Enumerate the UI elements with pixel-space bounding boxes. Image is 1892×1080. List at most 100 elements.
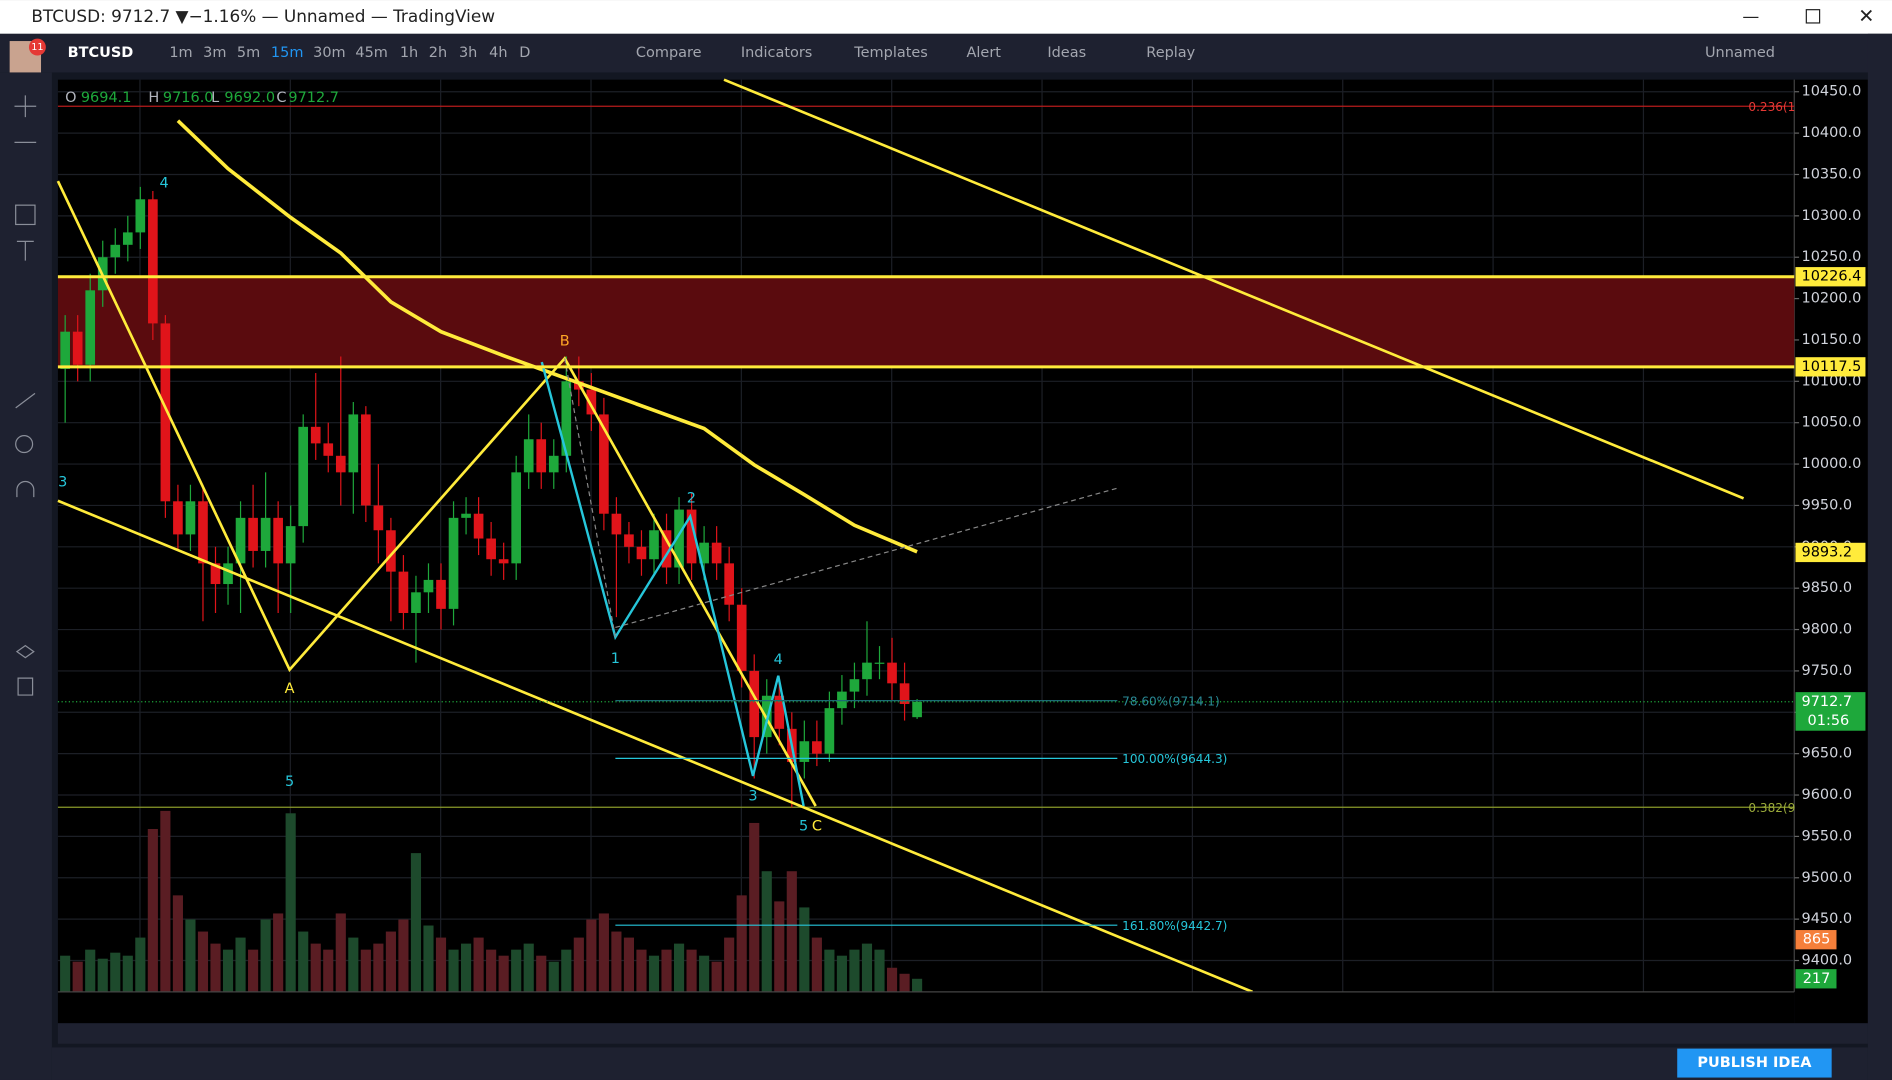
candle-body: [511, 472, 522, 564]
wave-label: 2: [687, 490, 696, 506]
candle-body: [624, 534, 634, 547]
volume-bar: [122, 955, 133, 992]
volume-bar: [861, 943, 873, 992]
abc-zigzag: [56, 180, 817, 807]
volume-bar: [435, 937, 447, 992]
crosshair[interactable]: [14, 95, 37, 118]
ohlc-legend: O 9694.1 H 9716.0L 9692.0 C 9712.7: [65, 90, 339, 106]
volume-bar: [699, 955, 710, 992]
last-price-tag: [1795, 692, 1866, 731]
volume-bar: [686, 949, 697, 992]
interval[interactable]: 1h: [400, 45, 418, 61]
candle-body: [335, 455, 346, 473]
top-toolbar: [0, 33, 1892, 73]
candle-body: [912, 701, 922, 718]
candle-body: [649, 530, 659, 560]
volume-bar: [385, 931, 396, 992]
y-tick-label: 10000.0: [1802, 456, 1862, 472]
interval[interactable]: 45m: [355, 45, 388, 61]
legend-o: O: [65, 90, 76, 106]
window-title: BTCUSD: 9712.7 ▼−1.16% — Unnamed — Tradi…: [31, 6, 495, 26]
volume-bar: [248, 949, 259, 992]
candle-body: [411, 592, 421, 614]
candle-body: [423, 579, 434, 593]
wave-labels: 4 3 5 A B 1 2 3 4 5 C: [58, 175, 822, 834]
legend-h: H: [148, 90, 159, 106]
candle-body: [899, 683, 910, 705]
legend-ov: 9694.1: [81, 90, 132, 106]
interval[interactable]: 3m: [203, 45, 226, 61]
candle-body: [736, 604, 747, 671]
interval[interactable]: 3h: [459, 45, 477, 61]
volume-bar: [536, 955, 547, 992]
rect-tool[interactable]: [15, 204, 36, 226]
price-tag: [1795, 542, 1866, 563]
text-tool[interactable]: [16, 240, 34, 261]
interval[interactable]: D: [519, 45, 530, 61]
y-tick-label: 9750.0: [1802, 663, 1853, 679]
misc-tools[interactable]: [15, 480, 35, 696]
dashed-projection: [564, 358, 1120, 638]
candle-body: [724, 563, 734, 605]
volume-bar: [260, 919, 271, 992]
interval[interactable]: 5m: [237, 45, 260, 61]
measure-tool[interactable]: [15, 392, 36, 454]
candle-body: [749, 670, 760, 738]
volume-bar: [398, 919, 409, 992]
toolbar-button[interactable]: Unnamed: [1705, 45, 1775, 61]
interval[interactable]: 15m: [271, 45, 304, 61]
volume-bar: [335, 913, 346, 992]
toolbar-button[interactable]: Alert: [967, 45, 1002, 61]
volume-bar: [711, 961, 722, 992]
candle-body: [348, 414, 359, 473]
candle-body: [273, 517, 283, 564]
time-axis: [57, 991, 1795, 1024]
interval[interactable]: 30m: [313, 45, 346, 61]
volume-bar: [273, 913, 284, 992]
volume-bar: [147, 828, 158, 992]
symbol[interactable]: BTCUSD: [68, 45, 134, 61]
volume-bar: [598, 913, 609, 992]
legend-cv: 9712.7: [288, 90, 339, 106]
toolbar-button[interactable]: Ideas: [1047, 45, 1086, 61]
volume-bar: [899, 973, 910, 992]
candle-body: [874, 662, 885, 664]
volume-bar: [360, 949, 371, 992]
volume-bar: [886, 967, 898, 992]
toolbar-button[interactable]: Compare: [636, 45, 702, 61]
toolbar-button[interactable]: Indicators: [741, 45, 812, 61]
publish-label[interactable]: PUBLISH IDEA: [1697, 1055, 1812, 1071]
volume-bar: [172, 895, 183, 992]
volume-bar: [749, 822, 760, 992]
volume-bar: [874, 949, 885, 992]
volume-bars: [60, 810, 923, 992]
volume-bar: [573, 937, 584, 992]
toolbar-button[interactable]: Replay: [1146, 45, 1195, 61]
candle-body: [473, 513, 484, 539]
price-tag-label: 10226.4: [1802, 269, 1862, 285]
volume-bar: [799, 907, 810, 992]
candle-body: [586, 389, 597, 415]
minimize[interactable]: —: [1742, 6, 1759, 26]
interval[interactable]: 2h: [429, 45, 447, 61]
volume-bar: [486, 949, 497, 992]
volume-bar: [786, 871, 797, 992]
candle-body: [448, 517, 459, 609]
close[interactable]: ✕: [1858, 4, 1874, 27]
fib-edge-label: 0.236(1: [1748, 100, 1795, 114]
volume-tag: [1795, 969, 1837, 989]
toolbar-button[interactable]: Templates: [853, 45, 928, 61]
publish-button[interactable]: [1677, 1048, 1832, 1078]
candle-body: [849, 679, 860, 692]
maximize[interactable]: [1805, 9, 1821, 24]
candle-body: [386, 530, 396, 572]
candle-body: [122, 232, 133, 245]
candle-body: [310, 426, 321, 444]
candle-body: [837, 691, 847, 709]
volume-bar: [110, 952, 121, 992]
badge-count: 11: [31, 42, 43, 53]
volume-bar: [473, 937, 484, 992]
interval[interactable]: 1m: [169, 45, 192, 61]
interval[interactable]: 4h: [489, 45, 507, 61]
price-tag: [1795, 357, 1866, 377]
